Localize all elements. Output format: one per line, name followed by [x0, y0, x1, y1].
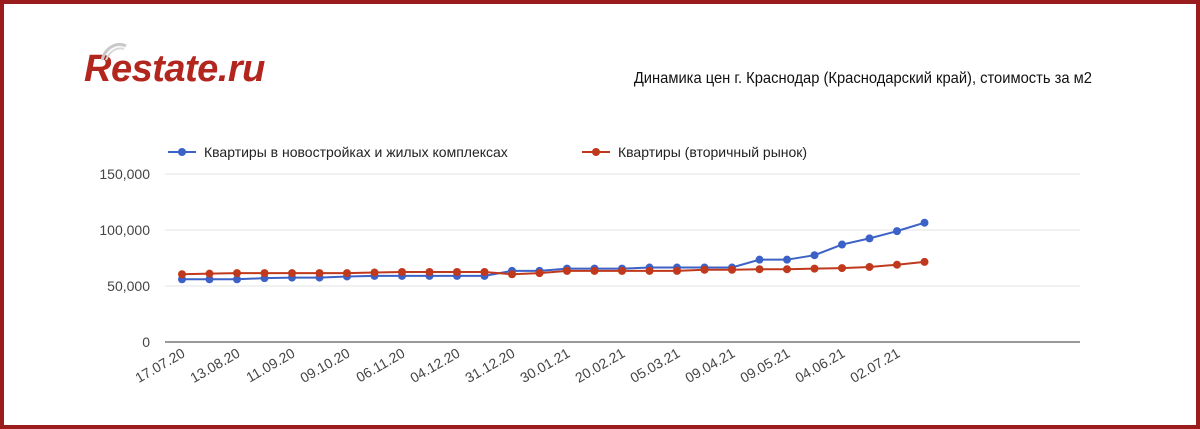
series-2-point: [260, 269, 269, 278]
series-2-point: [755, 265, 764, 274]
series-2-point: [728, 265, 736, 274]
chart-title: Динамика цен г. Краснодар (Краснодарский…: [633, 70, 1092, 87]
series-1-point: [205, 275, 214, 284]
series-2-point: [453, 268, 461, 276]
series-1-point: [755, 255, 764, 264]
series-1-point: [920, 218, 929, 227]
x-tick-label: 02.07.21: [847, 345, 902, 386]
x-tick-label: 09.05.21: [737, 345, 792, 386]
series-2-point: [810, 264, 819, 273]
series-2-point: [343, 269, 351, 278]
series-2-point: [783, 265, 791, 274]
series-1-point: [233, 275, 241, 284]
grid: [165, 173, 1080, 343]
series-2-point: [838, 264, 846, 273]
legend-marker: [178, 148, 186, 156]
x-tick-label: 30.01.21: [517, 345, 572, 386]
series-2-point: [865, 262, 874, 271]
series-2-point: [618, 266, 626, 275]
series-1-point: [810, 251, 819, 260]
x-tick-label: 04.06.21: [792, 345, 847, 386]
y-axis: 0 50,000 100,000 150,000: [99, 166, 150, 350]
series-2-point: [508, 270, 516, 279]
x-tick-label: 13.08.20: [187, 345, 242, 386]
x-tick-label: 11.09.20: [243, 345, 297, 386]
series-2-point: [563, 266, 571, 275]
x-tick-label: 09.10.20: [297, 345, 352, 386]
series-2-point: [673, 266, 681, 275]
series-2-point: [288, 269, 296, 278]
series-line-1: [182, 221, 925, 281]
series-1-point: [865, 234, 874, 243]
x-tick-label: 06.11.20: [353, 345, 407, 386]
x-axis: 17.07.20 13.08.20 11.09.20 09.10.20 06.11.20…: [132, 345, 902, 386]
logo-text: Restate.ru: [84, 48, 265, 90]
series-2-point: [480, 268, 489, 276]
y-tick-label: 50,000: [107, 278, 150, 294]
series-2-point: [590, 266, 599, 275]
legend-label: Квартиры в новостройках и жилых комплекс…: [204, 144, 508, 160]
x-tick-label: 20.02.21: [572, 345, 627, 386]
series-2-point: [398, 268, 406, 276]
x-tick-label: 04.12.20: [407, 345, 462, 386]
series-2-point: [645, 266, 654, 275]
x-tick-label: 09.04.21: [682, 345, 737, 386]
series-1-point: [893, 227, 901, 236]
y-tick-label: 0: [142, 334, 150, 350]
series-1-point: [838, 240, 846, 249]
series-2-point: [535, 269, 544, 278]
series-2-point: [233, 269, 241, 278]
legend: Квартиры в новостройках и жилых комплекс…: [168, 144, 807, 160]
series-2-point: [370, 268, 379, 277]
y-tick-label: 150,000: [99, 166, 150, 182]
series-2-point: [893, 260, 901, 269]
series-2-point: [205, 269, 214, 278]
series-2-point: [425, 268, 434, 276]
legend-label: Квартиры (вторичный рынок): [618, 144, 807, 160]
series-line-2: [181, 260, 925, 276]
x-tick-label: 31.12.20: [462, 345, 517, 386]
series-2-point: [700, 265, 709, 274]
series-2-point: [178, 270, 186, 279]
x-tick-label: 05.03.21: [627, 345, 682, 386]
legend-marker: [592, 148, 600, 156]
series-group: [178, 218, 929, 284]
logo-swoosh-icon: [100, 43, 127, 61]
x-tick-label: 17.07.20: [132, 345, 187, 386]
series-2-point: [920, 257, 929, 266]
series-2-point: [315, 269, 324, 278]
y-tick-label: 100,000: [99, 222, 150, 238]
series-1-point: [783, 255, 791, 264]
logo: Restate.ru: [84, 43, 265, 91]
